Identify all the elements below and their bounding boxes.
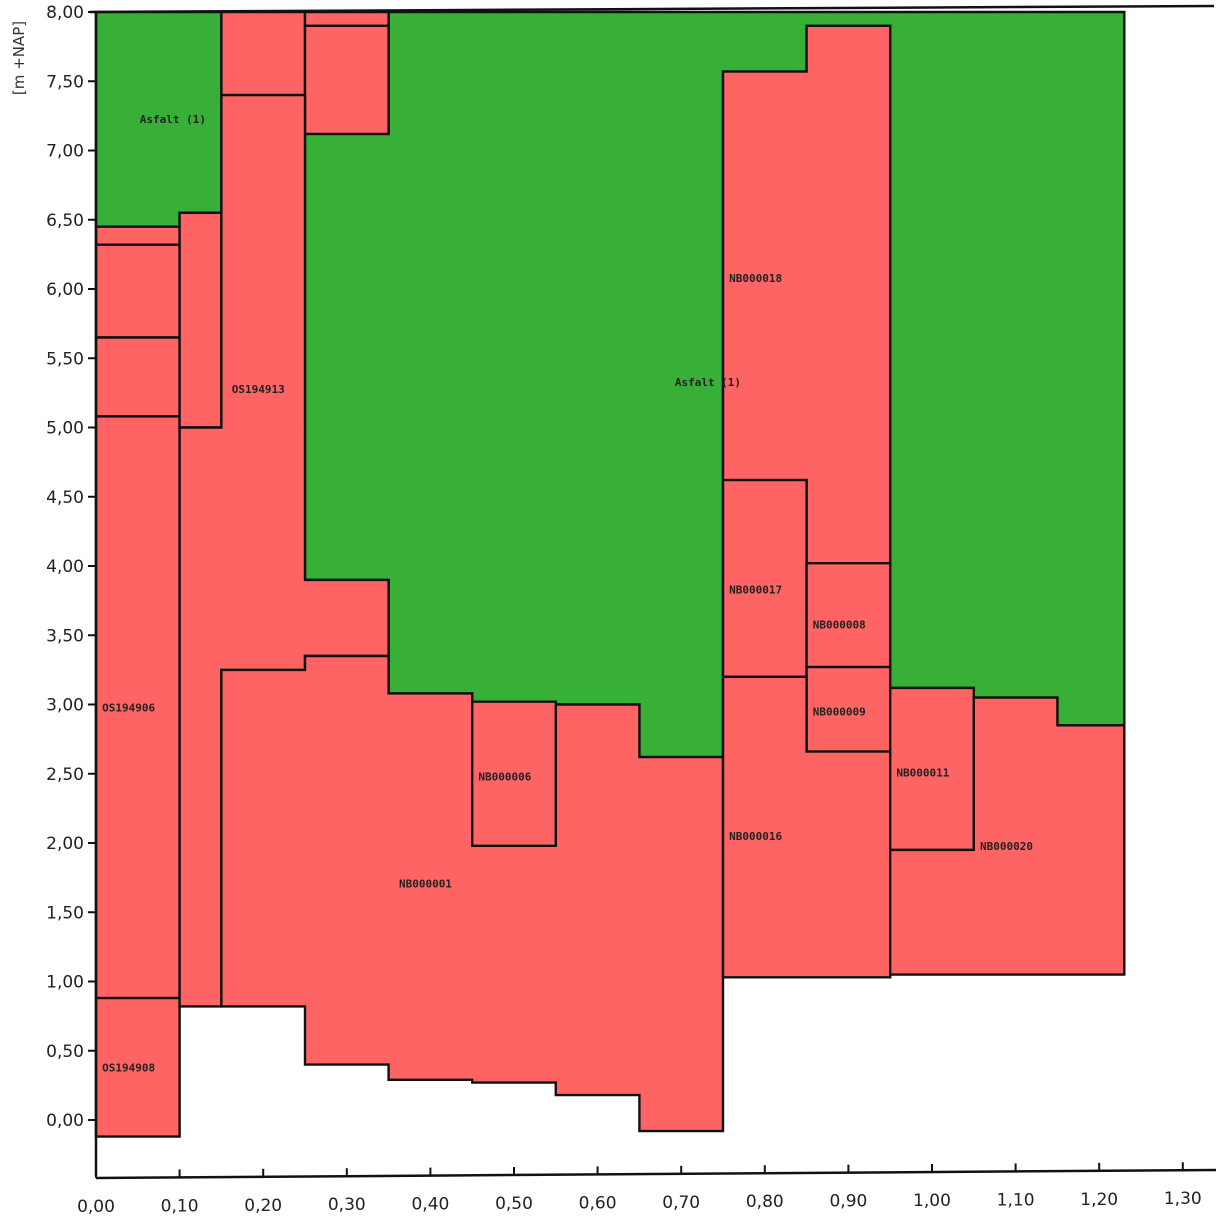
region-label-os194906: OS194906 [102, 701, 155, 714]
y-tick-label: 0,50 [46, 1042, 84, 1062]
x-tick-label: 0,60 [579, 1193, 617, 1213]
y-tick-label: 7,50 [46, 72, 84, 92]
region-labels: Asfalt (1) Asfalt (1) OS194906 OS194908 OS19… [102, 113, 1033, 1075]
x-tick-label: 0,20 [244, 1196, 282, 1216]
y-tick-label: 3,50 [46, 626, 84, 646]
x-ticks: 0,00 0,10 0,20 0,30 0,40 0,50 0,60 0,70 0,80 0,90… [77, 1162, 1202, 1217]
region-label-asfalt-1: Asfalt (1) [675, 376, 741, 389]
sample-region-unlabeled-3 [94, 243, 181, 339]
y-tick-label: 2,50 [46, 765, 84, 785]
x-axis-line [95, 1168, 1217, 1180]
sample-region-unlabeled-7 [178, 211, 223, 429]
sample-region-nb000008 [805, 562, 892, 669]
y-tick-label: 5,00 [46, 419, 84, 439]
x-tick-label: 0,70 [662, 1193, 700, 1213]
sample-region-unlabeled-10 [303, 24, 390, 136]
x-tick-label: 0,90 [829, 1192, 867, 1212]
sample-region-unlabeled-9 [303, 10, 390, 27]
y-tick-label: 5,50 [46, 349, 84, 369]
y-tick-label: 6,00 [46, 280, 84, 300]
x-tick-label: 1,30 [1164, 1189, 1202, 1209]
x-tick-label: 1,00 [913, 1191, 951, 1211]
region-label-nb000020: NB000020 [980, 840, 1033, 853]
x-tick-label: 0,10 [161, 1196, 199, 1216]
y-tick-label: 1,00 [46, 973, 84, 993]
region-label-os194913: OS194913 [232, 383, 285, 396]
region-label-os194908: OS194908 [102, 1062, 155, 1075]
region-label-asfalt-1: Asfalt (1) [140, 113, 206, 126]
y-tick-label: 8,00 [46, 3, 84, 23]
y-tick-label: 1,50 [46, 903, 84, 923]
x-tick-label: 1,20 [1080, 1190, 1118, 1210]
x-tick-label: 0,30 [328, 1195, 366, 1215]
region-label-nb000018: NB000018 [729, 272, 782, 285]
y-axis-label: [m +NAP] [10, 21, 28, 95]
y-tick-label: 2,00 [46, 834, 84, 854]
x-tick-label: 1,10 [997, 1190, 1035, 1210]
region-label-nb000011: NB000011 [896, 767, 949, 780]
y-tick-label: 3,00 [46, 696, 84, 716]
y-tick-label: 4,00 [46, 557, 84, 577]
y-ticks: 8,00 7,50 7,00 6,50 6,00 5,50 5,00 4,50 4,00 3,50… [46, 3, 96, 1131]
y-tick-label: 4,50 [46, 488, 84, 508]
y-tick-label: 6,50 [46, 211, 84, 231]
sample-region-nb000017 [721, 478, 808, 678]
y-tick-label: 0,00 [46, 1111, 84, 1131]
x-tick-label: 0,50 [495, 1194, 533, 1214]
sample-region-nb000006 [471, 700, 557, 847]
x-tick-label: 0,80 [746, 1192, 784, 1212]
x-tick-label: 0,00 [77, 1197, 115, 1217]
region-label-nb000009: NB000009 [813, 706, 866, 719]
region-label-nb000008: NB000008 [813, 618, 866, 631]
sample-region-unlabeled-2 [94, 225, 181, 246]
region-label-nb000001: NB000001 [399, 877, 452, 890]
x-tick-label: 0,40 [411, 1195, 449, 1215]
sample-region-unlabeled-4 [94, 336, 181, 418]
y-tick-label: 7,00 [46, 142, 84, 162]
sample-region-unlabeled-8 [220, 10, 307, 97]
sample-region-nb000020 [889, 696, 1126, 976]
region-label-nb000017: NB000017 [729, 584, 782, 597]
sample-region-nb000001 [220, 654, 725, 1133]
regions-layer [94, 10, 1126, 1138]
region-label-nb000016: NB000016 [729, 830, 782, 843]
top-frame-line [89, 4, 1215, 14]
region-label-nb000006: NB000006 [478, 771, 531, 784]
